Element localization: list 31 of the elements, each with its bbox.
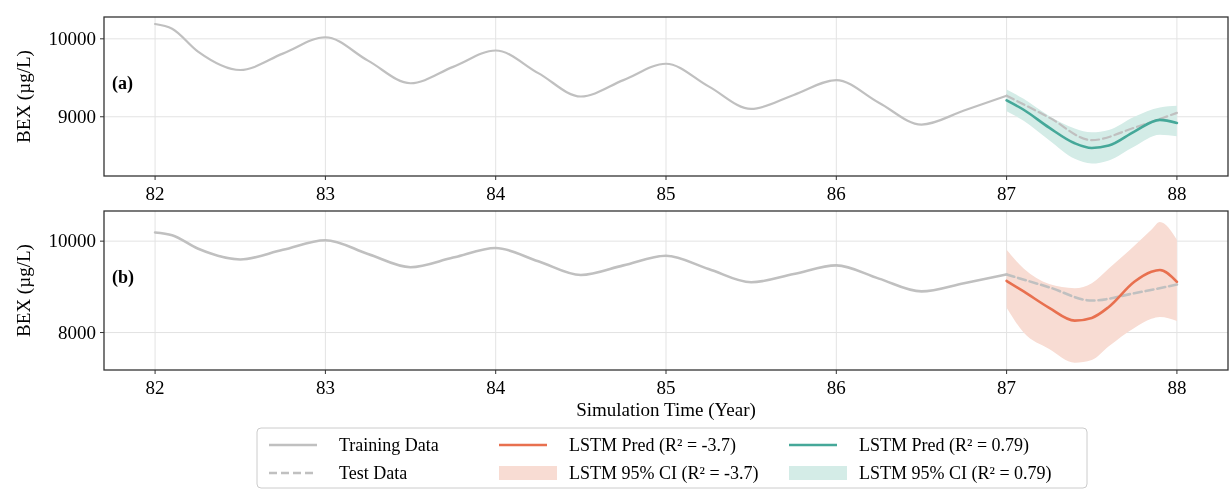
legend-label: LSTM Pred (R² = 0.79): [859, 435, 1030, 456]
y-tick-label: 10000: [48, 27, 96, 49]
legend-label: Test Data: [339, 463, 408, 483]
x-tick-label: 87: [997, 377, 1017, 398]
x-tick-label: 85: [656, 183, 676, 204]
x-tick-label: 88: [1167, 377, 1187, 398]
x-tick-label: 82: [145, 183, 165, 204]
legend-label: Training Data: [339, 435, 439, 455]
x-tick-label: 83: [315, 183, 335, 204]
line-series: [1005, 268, 1179, 322]
x-tick-label: 88: [1167, 183, 1187, 204]
legend-label: LSTM Pred (R² = -3.7): [569, 435, 737, 456]
x-tick-label: 84: [486, 183, 506, 204]
y-tick-label: 8000: [58, 321, 96, 343]
x-tick-label: 86: [826, 377, 846, 398]
x-tick-label: 82: [145, 377, 165, 398]
annotation: (a): [112, 72, 133, 94]
x-axis-title: Simulation Time (Year): [576, 399, 756, 421]
legend-label: LSTM 95% CI (R² = -3.7): [569, 463, 759, 484]
y-axis-title: BEX (µg/L): [13, 50, 35, 143]
x-tick-label: 87: [997, 183, 1017, 204]
x-tick-label: 83: [315, 377, 335, 398]
x-tick-label: 85: [656, 377, 676, 398]
legend-label: LSTM 95% CI (R² = 0.79): [859, 463, 1052, 484]
line-series: [1005, 99, 1179, 150]
x-tick-label: 84: [486, 377, 506, 398]
y-tick-label: 10000: [48, 230, 96, 252]
annotation: (b): [112, 266, 134, 288]
y-axis-title: BEX (µg/L): [13, 244, 35, 337]
x-tick-label: 86: [826, 183, 846, 204]
y-tick-label: 9000: [58, 105, 96, 127]
